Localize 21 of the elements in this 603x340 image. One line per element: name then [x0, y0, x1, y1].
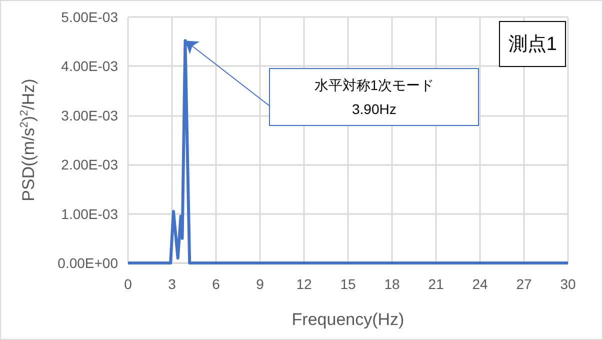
y-tick-label: 1.00E-03	[61, 206, 118, 222]
y-tick-label: 2.00E-03	[61, 156, 118, 173]
x-tick-label: 24	[472, 276, 488, 292]
x-tick-label: 27	[516, 276, 532, 292]
y-tick-label: 4.00E-03	[61, 58, 118, 74]
x-tick-label: 9	[256, 276, 264, 292]
x-tick-label: 21	[428, 276, 444, 292]
label-box: 測点1	[499, 21, 566, 67]
x-tick-label: 15	[340, 276, 356, 292]
y-tick-label: 0.00E+00	[58, 255, 118, 271]
x-tick-label: 18	[384, 276, 400, 292]
x-tick-label: 12	[296, 276, 312, 292]
x-tick-label: 3	[168, 276, 176, 292]
x-tick-label: 30	[560, 276, 576, 292]
x-axis-title: Frequency(Hz)	[292, 310, 404, 329]
callout-box: 水平対称1次モード 3.90Hz	[269, 68, 480, 126]
x-tick-label: 6	[212, 276, 220, 292]
x-tick-label: 0	[124, 276, 132, 292]
y-axis-title: PSD((m/s2)2/Hz)	[18, 78, 38, 202]
y-tick-label: 3.00E-03	[61, 107, 118, 124]
y-tick-label: 5.00E-03	[61, 9, 118, 25]
